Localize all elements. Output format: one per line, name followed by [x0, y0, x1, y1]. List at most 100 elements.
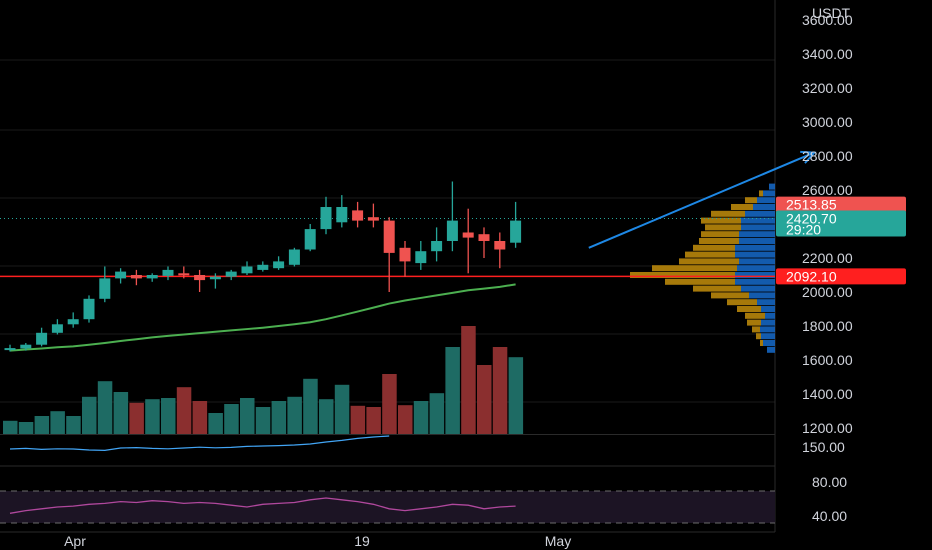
volume-bar — [129, 402, 144, 434]
price-tick-label: 3200.00 — [802, 80, 853, 96]
candle — [146, 273, 158, 282]
rsi-panel — [0, 490, 775, 533]
profile-bar-value — [735, 251, 775, 258]
candle-body — [304, 229, 316, 250]
profile-bar-gold — [711, 210, 745, 217]
candle — [20, 343, 32, 351]
candle-body — [4, 348, 16, 351]
candle-body — [383, 220, 395, 253]
volume-bar — [255, 407, 271, 434]
candle-body — [241, 266, 253, 274]
volume-bar — [97, 381, 113, 434]
candle — [130, 269, 142, 286]
candle — [225, 269, 237, 281]
candle — [462, 208, 474, 274]
candle-body — [273, 261, 285, 269]
candle-body — [415, 251, 427, 264]
price-tick-label: 2000.00 — [802, 284, 853, 300]
candles — [4, 181, 522, 352]
profile-bar-value — [761, 319, 775, 326]
volume-bar — [208, 413, 223, 434]
candle — [36, 327, 48, 347]
volume-profile — [630, 183, 775, 353]
price-axis[interactable]: 3600.00 3400.00 3200.00 3000.00 2800.00 2600.… — [802, 12, 853, 524]
arrow-head[interactable] — [800, 150, 817, 164]
volume-bars — [3, 326, 524, 434]
candle — [478, 227, 490, 258]
price-tick-label: 2800.00 — [802, 148, 853, 164]
volume-bar — [192, 401, 208, 434]
profile-bar-gold — [701, 217, 741, 224]
candle — [178, 266, 190, 279]
profile-bar-value — [761, 333, 775, 340]
volume-bar — [334, 384, 350, 434]
candle-body — [209, 276, 221, 280]
profile-bar-value — [763, 340, 775, 346]
candle — [431, 227, 443, 262]
volume-bar — [366, 407, 381, 434]
volume-bar — [382, 374, 397, 434]
volume-bar — [429, 393, 445, 434]
volume-bar — [413, 401, 429, 434]
candle-body — [288, 249, 300, 265]
volume-bar — [461, 326, 476, 434]
candle-body — [257, 264, 269, 270]
trend-arrow[interactable] — [588, 150, 817, 249]
profile-bar-gold — [652, 265, 737, 272]
arrow-shaft[interactable] — [588, 151, 815, 249]
profile-bar-value — [753, 204, 775, 210]
profile-bar-value — [767, 346, 775, 353]
candle-body — [36, 332, 48, 345]
profile-bar-gold — [685, 251, 735, 258]
profile-bar-value — [739, 231, 775, 238]
profile-bar-gold — [665, 278, 735, 285]
volume-bar — [319, 399, 334, 434]
candle-body — [99, 278, 111, 299]
candle — [352, 201, 364, 228]
candle — [83, 295, 95, 323]
candle-body — [51, 324, 63, 333]
oscillator-tick-label: 150.00 — [802, 439, 845, 455]
profile-bar-gold — [745, 197, 757, 204]
candle — [383, 217, 395, 292]
profile-bar-value — [737, 265, 775, 272]
price-tag-label: 2513.85 — [786, 197, 837, 213]
profile-bar-gold — [711, 292, 749, 299]
price-tick-label: 1400.00 — [802, 386, 853, 402]
candle-body — [194, 275, 206, 281]
candle — [510, 201, 522, 248]
volume-bar — [224, 404, 239, 434]
profile-bar-gold — [727, 299, 757, 306]
countdown-label: 29:20 — [786, 221, 821, 237]
profile-bar-gold — [756, 333, 761, 340]
profile-bar-value — [741, 285, 775, 292]
volume-bar — [145, 399, 160, 434]
profile-bar-value — [735, 278, 775, 285]
volume-bar — [287, 396, 302, 434]
price-tick-label: 1200.00 — [802, 420, 853, 436]
profile-bar-value — [739, 258, 775, 265]
candle — [51, 319, 63, 335]
volume-bar — [492, 347, 508, 434]
candle-body — [178, 273, 190, 276]
profile-bar-gold — [737, 306, 761, 312]
profile-bar-gold — [760, 340, 763, 346]
moving-average — [9, 283, 516, 352]
oscillator-panel — [0, 434, 775, 467]
volume-bar — [445, 347, 460, 434]
profile-bar-value — [735, 244, 775, 251]
moving-average-line — [9, 283, 516, 352]
price-tick-label: 1600.00 — [802, 352, 853, 368]
time-axis[interactable]: Apr 19 May — [64, 533, 571, 549]
rsi-line — [9, 497, 516, 514]
currency-label: USDT — [812, 5, 851, 21]
profile-bar-value — [739, 238, 775, 244]
price-tick-label: 3000.00 — [802, 114, 853, 130]
candle-body — [83, 298, 95, 320]
candle-body — [336, 207, 348, 223]
profile-bar-gold — [745, 312, 765, 319]
candle-body — [225, 271, 237, 277]
profile-bar-gold — [630, 272, 735, 278]
support-line[interactable] — [0, 217, 775, 278]
